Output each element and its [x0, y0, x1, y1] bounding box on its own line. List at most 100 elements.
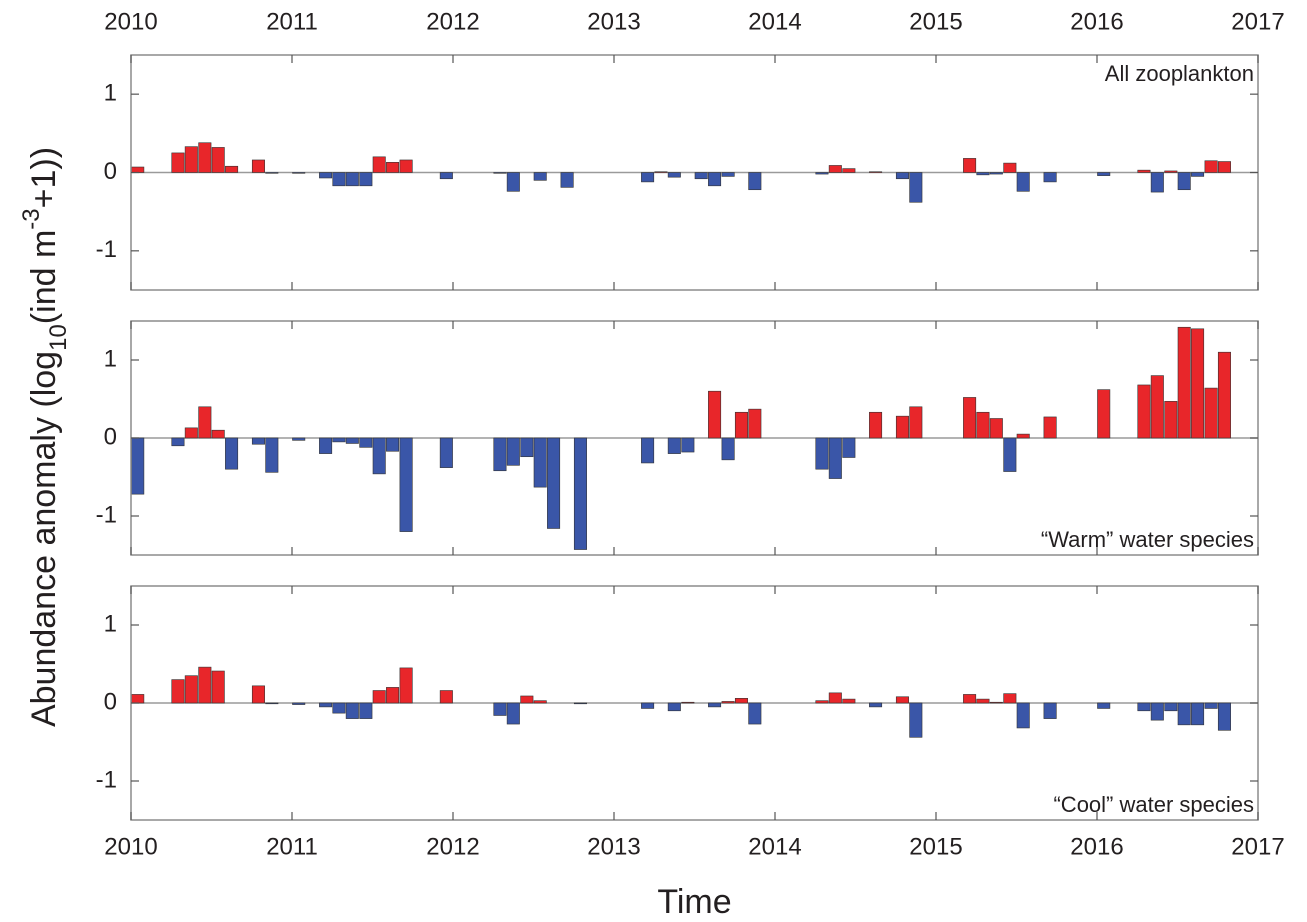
bar — [641, 172, 655, 183]
bar — [869, 411, 883, 439]
bar — [439, 437, 453, 468]
annotation: “Warm” water species — [1041, 527, 1254, 552]
bar — [1177, 702, 1191, 726]
bar — [1164, 170, 1178, 173]
bar — [332, 437, 346, 443]
y-tick-label: 0 — [104, 158, 117, 185]
bar — [963, 397, 977, 439]
bar — [332, 172, 346, 187]
bar — [976, 411, 990, 439]
bar — [909, 172, 923, 203]
bar — [533, 437, 547, 488]
bar — [1217, 161, 1231, 173]
bar — [721, 701, 735, 704]
x-tick-label: 2017 — [1231, 833, 1284, 860]
bar — [345, 702, 359, 719]
bar — [225, 437, 239, 470]
x-tick-label: 2013 — [587, 833, 640, 860]
bar — [1137, 702, 1151, 712]
bar — [1191, 328, 1205, 439]
bar — [1097, 389, 1111, 439]
x-tick-label: 2015 — [909, 8, 962, 35]
bar — [869, 702, 883, 708]
bar — [842, 437, 856, 458]
bar — [654, 171, 668, 173]
bar — [171, 679, 185, 704]
bar — [641, 437, 655, 464]
y-axis-title-part: Abundance anomaly (log — [25, 351, 63, 727]
bar — [842, 698, 856, 704]
bar — [399, 667, 413, 704]
bar — [520, 437, 534, 458]
bar — [828, 692, 842, 704]
bar — [1043, 702, 1057, 719]
x-tick-label: 2011 — [266, 8, 318, 35]
bar — [131, 694, 145, 704]
bar — [1177, 326, 1191, 439]
bar — [1137, 169, 1151, 173]
bar — [1003, 437, 1017, 472]
bar — [963, 158, 977, 173]
bar — [386, 437, 400, 452]
bar — [292, 437, 306, 441]
bar — [694, 172, 708, 180]
bar — [560, 172, 574, 188]
x-tick-label: 2017 — [1231, 8, 1284, 35]
bar — [1164, 401, 1178, 439]
bar — [184, 675, 198, 704]
bar — [171, 152, 185, 173]
bar — [265, 437, 279, 473]
y-tick-label: -1 — [96, 236, 117, 263]
bar — [748, 408, 762, 439]
y-tick-label: 1 — [104, 345, 117, 372]
bar — [359, 437, 373, 448]
bar — [1204, 160, 1218, 173]
bar — [1150, 172, 1164, 193]
bar — [963, 694, 977, 704]
bar — [667, 702, 681, 712]
bar — [211, 147, 225, 173]
bar — [1003, 693, 1017, 704]
bar — [681, 701, 695, 704]
bar — [869, 171, 883, 173]
bar — [359, 172, 373, 187]
x-tick-label: 2012 — [426, 8, 479, 35]
bar — [1217, 351, 1231, 439]
bar — [265, 702, 279, 705]
bar — [1204, 702, 1218, 709]
bar — [667, 172, 681, 178]
bar — [1217, 702, 1231, 731]
panel: -1 0 1 2010 2011 2012 2013 2014 2015 2016 2017 “Coo… — [96, 585, 1285, 860]
bar — [989, 701, 1003, 704]
bar — [1043, 172, 1057, 183]
bar — [439, 690, 453, 704]
bar — [359, 702, 373, 719]
bar — [842, 168, 856, 173]
bar — [909, 702, 923, 738]
bar — [1150, 702, 1164, 721]
bar — [184, 146, 198, 173]
annotation: “Cool” water species — [1053, 792, 1254, 817]
bar — [184, 427, 198, 439]
bar — [1164, 702, 1178, 712]
bar — [251, 437, 265, 445]
y-axis-title-part: +1)) — [25, 147, 63, 208]
bar — [345, 437, 359, 444]
y-axis-title-part: -3 — [18, 208, 45, 229]
bar — [895, 696, 909, 704]
bar — [372, 690, 386, 704]
bar — [641, 702, 655, 709]
bar — [345, 172, 359, 187]
bar — [748, 172, 762, 191]
bar — [319, 172, 333, 179]
y-tick-label: -1 — [96, 501, 117, 528]
bar — [251, 685, 265, 704]
bar — [895, 415, 909, 439]
bar — [198, 406, 212, 439]
bar — [493, 702, 507, 716]
bar — [265, 172, 279, 174]
bar — [1043, 416, 1057, 439]
bar — [681, 437, 695, 453]
bar — [976, 698, 990, 704]
x-tick-label: 2010 — [104, 8, 157, 35]
